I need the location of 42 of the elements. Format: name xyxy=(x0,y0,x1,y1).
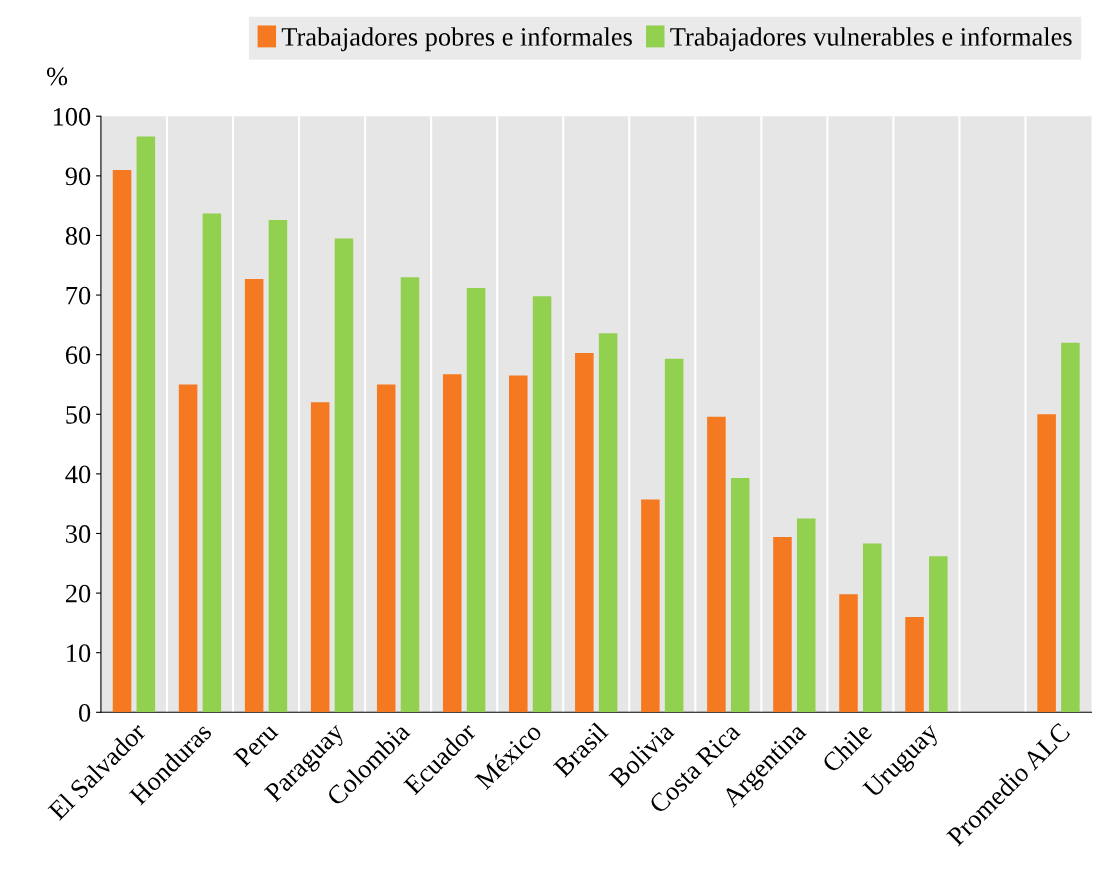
y-tick-label: 0 xyxy=(79,703,91,722)
bar xyxy=(1037,414,1056,713)
bar xyxy=(929,556,948,713)
bar xyxy=(136,136,156,713)
bar xyxy=(509,375,528,713)
bar xyxy=(862,543,882,713)
bar xyxy=(1061,342,1080,713)
bar xyxy=(178,384,198,713)
bar xyxy=(641,499,660,713)
legend-label: Trabajadores vulnerables e informales xyxy=(670,26,1072,52)
y-tick-label: 100 xyxy=(53,107,91,126)
bar xyxy=(268,219,288,713)
bar xyxy=(532,296,552,713)
bar xyxy=(839,594,858,713)
bar xyxy=(707,416,726,713)
y-axis-title: % xyxy=(46,67,68,86)
bar xyxy=(598,333,618,713)
y-tick-label: 40 xyxy=(65,465,91,484)
bar xyxy=(202,213,222,713)
y-tick-label: 50 xyxy=(66,405,91,424)
bar xyxy=(442,374,462,713)
bar xyxy=(400,277,420,713)
y-tick-label: 80 xyxy=(65,227,91,245)
bar xyxy=(773,537,792,713)
bar xyxy=(244,278,264,713)
y-tick-label: 10 xyxy=(67,644,91,663)
y-tick-label: 20 xyxy=(65,584,91,603)
legend-label: Trabajadores pobres e informales xyxy=(281,26,632,52)
bar xyxy=(575,352,594,713)
y-tick-label: 70 xyxy=(66,286,91,305)
y-tick-label: 60 xyxy=(65,346,91,365)
bar xyxy=(730,478,750,713)
y-tick-label: 90 xyxy=(65,167,91,186)
y-tick-label: 30 xyxy=(66,525,91,543)
bar xyxy=(664,358,684,713)
bar xyxy=(796,518,816,713)
bar xyxy=(334,238,354,713)
bar xyxy=(112,169,132,713)
bar xyxy=(310,402,330,713)
bar xyxy=(466,287,486,713)
bar xyxy=(376,384,396,713)
bar xyxy=(905,616,924,713)
